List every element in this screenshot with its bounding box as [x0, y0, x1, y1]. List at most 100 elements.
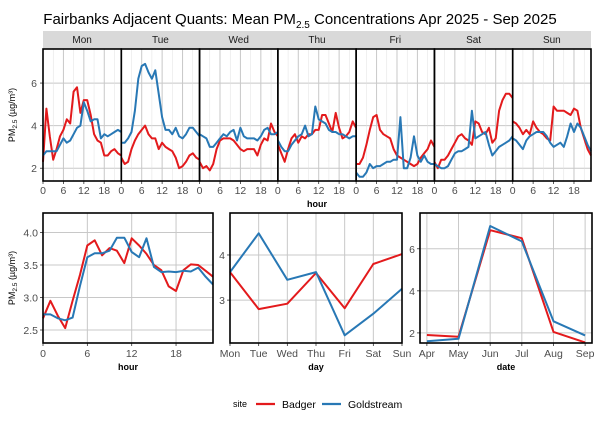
panel-border — [229, 212, 403, 344]
y-tick-label: 3 — [219, 295, 225, 307]
y-tick-label: 2 — [31, 163, 37, 175]
x-tick-label: Sep — [576, 348, 595, 360]
x-tick-label: Sun — [393, 348, 412, 360]
series-line-goldstream-wed — [199, 126, 279, 148]
series-line-goldstream — [229, 232, 403, 337]
facet-border — [511, 48, 592, 182]
top-y-axis-label: PM2.5 (µg/m³) — [7, 88, 19, 142]
x-tick-label: 6 — [295, 185, 301, 197]
y-tick-label: 3.0 — [23, 293, 38, 305]
facet-label-mon: Mon — [72, 35, 91, 46]
x-tick-label: 0 — [40, 185, 46, 197]
hour-x-axis-label: hour — [118, 362, 138, 372]
ylabel-pre: PM — [7, 129, 17, 143]
y-tick-label: 4 — [409, 286, 415, 298]
facet-border — [433, 48, 514, 182]
x-tick-label: 0 — [353, 185, 359, 197]
x-tick-label: Jul — [515, 348, 528, 360]
date-x-axis-label: date — [497, 362, 516, 372]
x-tick-label: 18 — [98, 185, 110, 197]
day-panel: 3 4 Mon Tue Wed Thu Fri Sat Sun — [219, 212, 412, 360]
x-tick-label: 12 — [313, 185, 325, 197]
x-tick-label: May — [449, 348, 470, 360]
x-tick-label: 12 — [126, 348, 138, 360]
x-tick-label: 0 — [40, 348, 46, 360]
x-tick-label: Aug — [544, 348, 563, 360]
x-tick-label: 12 — [548, 185, 560, 197]
title-post: Concentrations Apr 2025 - Sep 2025 — [310, 11, 557, 28]
x-tick-label: Sat — [365, 348, 381, 360]
ylabel-post: (µg/m³) — [7, 88, 17, 120]
series-line-goldstream — [426, 225, 586, 343]
title-pre: Fairbanks Adjacent Quants: Mean PM — [43, 11, 296, 28]
facet-label-wed: Wed — [229, 35, 249, 46]
facet-border — [355, 48, 436, 182]
x-tick-label: 18 — [255, 185, 267, 197]
x-tick-label: 6 — [530, 185, 536, 197]
x-tick-label: 6 — [139, 185, 145, 197]
series-line-badger-wed — [198, 122, 279, 172]
x-tick-label: 0 — [275, 185, 281, 197]
series-line-goldstream-thu — [277, 105, 357, 153]
series-line-goldstream-sat — [433, 109, 514, 170]
legend: site Badger Goldstream — [233, 399, 403, 411]
y-tick-label: 4 — [219, 250, 225, 262]
series-line-goldstream-sun — [512, 122, 592, 152]
x-tick-label: 0 — [197, 185, 203, 197]
y-tick-label: 3.5 — [23, 260, 38, 272]
facet-label-tue: Tue — [152, 35, 169, 46]
x-tick-label: 12 — [391, 185, 403, 197]
facet-border — [198, 48, 279, 182]
series-line-badger-sun — [512, 105, 592, 156]
hour-y-axis-label: PM2.5 (µg/m³) — [7, 251, 19, 305]
facet-label-fri: Fri — [389, 35, 401, 46]
x-tick-label: 12 — [469, 185, 481, 197]
panel-border — [42, 212, 214, 344]
x-tick-label: 18 — [333, 185, 345, 197]
y-tick-label: 6 — [409, 244, 415, 256]
series-line-goldstream — [43, 236, 214, 322]
legend-title: site — [233, 399, 247, 409]
chart-title: Fairbanks Adjacent Quants: Mean PM2.5 Co… — [43, 11, 556, 31]
x-tick-label: Thu — [307, 348, 325, 360]
facet-label-sat: Sat — [466, 35, 481, 46]
series-line-badger-fri — [356, 114, 436, 168]
x-tick-label: 18 — [568, 185, 580, 197]
series-line-goldstream-fri — [355, 116, 435, 178]
x-tick-label: 12 — [235, 185, 247, 197]
x-tick-label: 0 — [510, 185, 516, 197]
panel-border — [419, 212, 593, 344]
x-tick-label: Tue — [250, 348, 268, 360]
x-tick-label: 0 — [118, 185, 124, 197]
title-sub: 2.5 — [296, 20, 310, 31]
series-line-badger-sat — [433, 92, 514, 170]
x-tick-label: 6 — [374, 185, 380, 197]
x-tick-label: 12 — [78, 185, 90, 197]
y-tick-label: 4.0 — [23, 228, 38, 240]
x-tick-label: 18 — [170, 348, 182, 360]
weekday-hourly-panels: 2 4 6 Mon 0 6 12 18 Tue 0 6 12 18 Wed 0 6 12 18 Thu 0 6 12 18 F… — [31, 31, 592, 197]
legend-label-goldstream: Goldstream — [348, 399, 403, 411]
hour-panel: 2.5 3.0 3.5 4.0 0 6 12 18 — [23, 212, 214, 360]
x-tick-label: Mon — [220, 348, 241, 360]
x-tick-label: 0 — [432, 185, 438, 197]
x-tick-label: Jun — [482, 348, 499, 360]
x-tick-label: 6 — [452, 185, 458, 197]
facet-label-sun: Sun — [543, 35, 561, 46]
top-x-axis-label: hour — [307, 199, 327, 209]
x-tick-label: Wed — [277, 348, 299, 360]
y-tick-label: 2.5 — [23, 325, 38, 337]
x-tick-label: Fri — [339, 348, 351, 360]
facet-border — [120, 48, 201, 182]
ylabel-sub: 2.5 — [12, 282, 19, 291]
series-line-goldstream-tue — [121, 62, 201, 144]
ylabel-sub: 2.5 — [12, 119, 19, 128]
x-tick-label: 6 — [84, 348, 90, 360]
series-line-badger-thu — [276, 111, 357, 163]
facet-strip-background — [43, 31, 591, 49]
day-x-axis-label: day — [308, 362, 324, 372]
x-tick-label: 18 — [177, 185, 189, 197]
x-tick-label: 6 — [61, 185, 67, 197]
x-tick-label: 18 — [412, 185, 424, 197]
y-tick-label: 4 — [31, 121, 37, 133]
